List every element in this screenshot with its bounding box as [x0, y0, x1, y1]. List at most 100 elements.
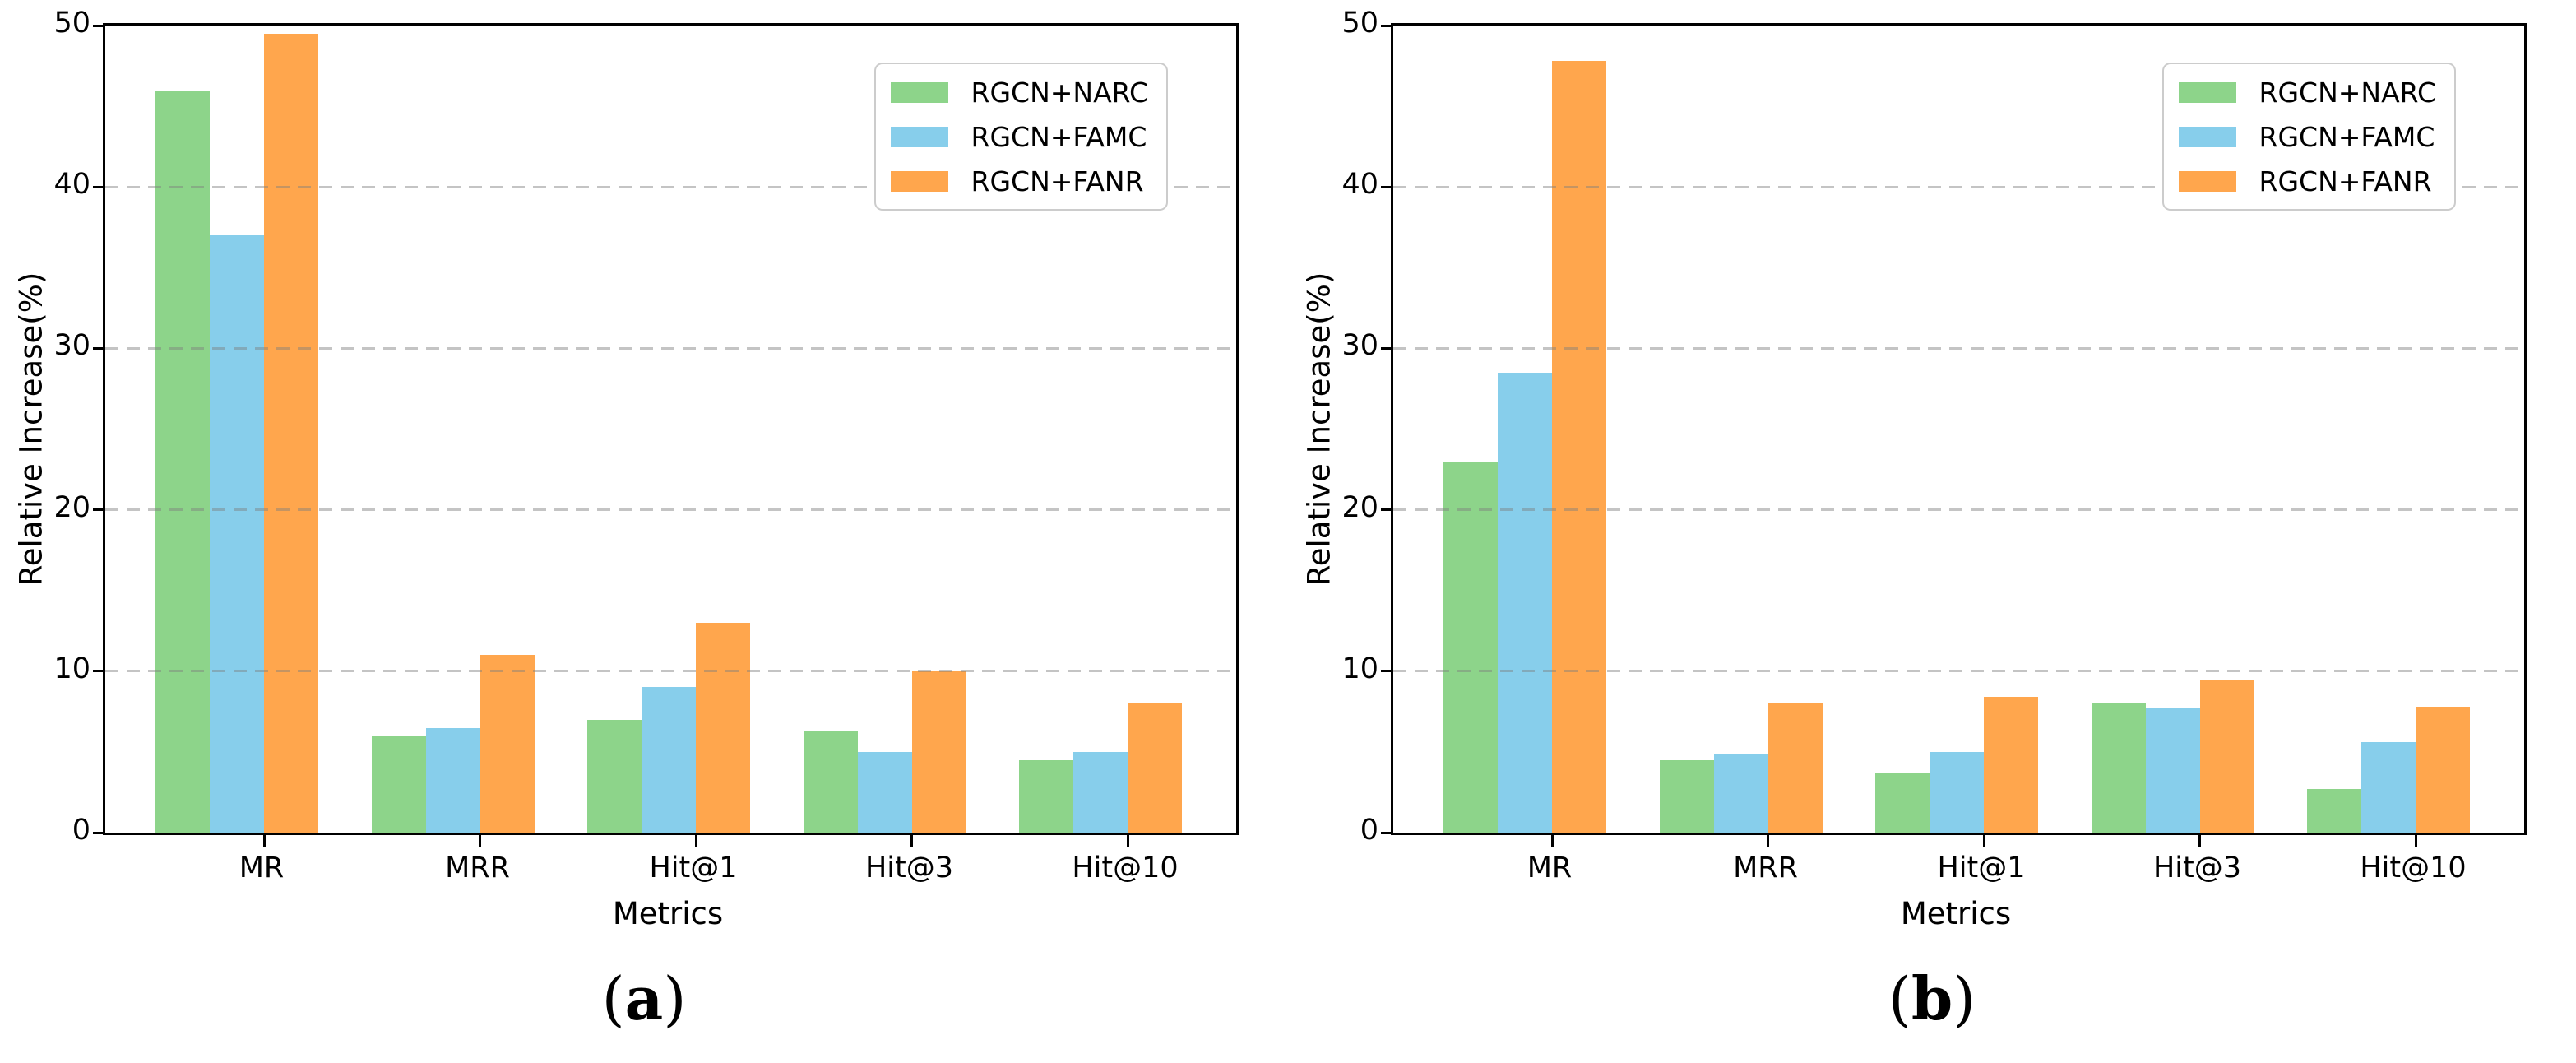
x-tick-mark-Hit@1	[1982, 835, 1985, 847]
bar-RGCN+FAMC-Hit@1	[642, 687, 696, 833]
bar-RGCN+FAMC-MRR	[1713, 754, 1768, 833]
x-tick-label-Hit@10: Hit@10	[1072, 852, 1179, 884]
x-tick-mark-Hit@3	[2198, 835, 2201, 847]
y-tick-mark-50	[93, 24, 105, 27]
y-tick-mark-10	[1381, 670, 1393, 673]
legend-swatch-icon	[890, 170, 948, 192]
bar-RGCN+NARC-MRR	[371, 736, 426, 833]
legend-swatch-icon	[2178, 170, 2236, 192]
bar-RGCN+NARC-Hit@10	[1019, 759, 1073, 833]
y-tick-label-50: 50	[1341, 7, 1378, 39]
caption-paren-open: (	[1888, 964, 1911, 1033]
y-tick-label-30: 30	[1341, 329, 1378, 363]
legend-entry-RGCN+FANR: RGCN+FANR	[2178, 165, 2436, 197]
legend-label: RGCN+FANR	[971, 165, 1144, 197]
gridline-y30	[105, 346, 1236, 350]
bar-RGCN+FANR-Hit@1	[696, 622, 750, 833]
gridline-y20	[1393, 508, 2524, 512]
y-tick-label-0: 0	[72, 814, 90, 847]
legend-label: RGCN+FANR	[2259, 165, 2432, 197]
y-tick-mark-10	[93, 670, 105, 673]
x-tick-label-Hit@1: Hit@1	[649, 852, 738, 884]
legend-swatch-icon	[2178, 81, 2236, 103]
plot-area: RGCN+NARC RGCN+FAMC RGCN+FANR	[93, 23, 1239, 847]
y-tick-mark-50	[1381, 24, 1393, 27]
y-tick-label-40: 40	[1341, 168, 1378, 202]
y-tick-mark-40	[93, 185, 105, 188]
x-tick-mark-MR	[1550, 835, 1554, 847]
y-tick-label-50: 50	[53, 7, 90, 39]
legend-label: RGCN+NARC	[2259, 76, 2436, 109]
bar-RGCN+FAMC-MR	[1498, 372, 1552, 833]
x-tick-label-Hit@10: Hit@10	[2360, 852, 2467, 884]
subfigure-caption: (b)	[1288, 969, 2576, 1029]
bar-RGCN+FANR-MR	[264, 33, 318, 833]
y-tick-label-10: 10	[53, 652, 90, 685]
y-tick-label-30: 30	[53, 329, 90, 363]
y-tick-label-40: 40	[53, 168, 90, 202]
x-tick-mark-MR	[262, 835, 266, 847]
bar-RGCN+FANR-Hit@3	[911, 671, 966, 833]
legend-entry-RGCN+FANR: RGCN+FANR	[890, 165, 1148, 197]
legend-label: RGCN+NARC	[971, 76, 1148, 109]
gridline-y10	[1393, 670, 2524, 673]
bar-RGCN+FAMC-MRR	[425, 727, 480, 833]
bar-RGCN+FANR-MRR	[1768, 703, 1823, 833]
caption-paren-close: )	[663, 964, 687, 1033]
bar-RGCN+FAMC-Hit@1	[1930, 751, 1984, 833]
x-tick-mark-Hit@10	[1126, 835, 1129, 847]
y-tick-mark-30	[93, 346, 105, 350]
subfigure-caption: (a)	[0, 969, 1288, 1029]
y-tick-label-20: 20	[1341, 490, 1378, 524]
bar-RGCN+NARC-MR	[1443, 461, 1498, 833]
y-tick-mark-20	[93, 508, 105, 512]
x-tick-label-Hit@1: Hit@1	[1937, 852, 2026, 884]
gridline-y20	[105, 508, 1236, 512]
gridline-y30	[1393, 346, 2524, 350]
legend-entry-RGCN+FAMC: RGCN+FAMC	[2178, 120, 2436, 153]
y-axis-label: Relative Increase(%)	[13, 272, 49, 587]
x-tick-label-MRR: MRR	[1733, 852, 1798, 884]
bar-RGCN+FAMC-Hit@10	[1073, 751, 1128, 833]
legend-box: RGCN+NARC RGCN+FAMC RGCN+FANR	[2161, 63, 2456, 211]
bar-RGCN+FANR-Hit@3	[2199, 679, 2254, 833]
x-tick-mark-MRR	[479, 835, 481, 847]
legend-entry-RGCN+NARC: RGCN+NARC	[890, 76, 1148, 109]
y-axis-label: Relative Increase(%)	[1301, 272, 1337, 587]
x-tick-label-MRR: MRR	[445, 852, 510, 884]
legend-entry-RGCN+FAMC: RGCN+FAMC	[890, 120, 1148, 153]
bar-RGCN+NARC-MRR	[1659, 759, 1714, 833]
bar-RGCN+FANR-Hit@10	[1128, 703, 1182, 833]
gridline-y40	[105, 185, 1236, 188]
chart-panel-b: Relative Increase(%) RGCN+NARC RGCN+FAMC R…	[1288, 0, 2576, 1063]
plot-area: RGCN+NARC RGCN+FAMC RGCN+FANR	[1381, 23, 2527, 847]
bar-RGCN+NARC-Hit@3	[803, 731, 858, 833]
bar-RGCN+NARC-Hit@1	[587, 719, 642, 833]
x-tick-label-MR: MR	[1527, 852, 1573, 884]
y-tick-mark-0	[93, 831, 105, 834]
bar-RGCN+FAMC-Hit@3	[857, 751, 912, 833]
y-tick-label-10: 10	[1341, 652, 1378, 685]
legend-swatch-icon	[2178, 126, 2236, 147]
legend-label: RGCN+FAMC	[971, 120, 1147, 153]
y-tick-mark-40	[1381, 185, 1393, 188]
bar-RGCN+NARC-MR	[155, 90, 210, 833]
y-tick-mark-30	[1381, 346, 1393, 350]
x-tick-label-MR: MR	[239, 852, 285, 884]
caption-letter: a	[624, 963, 664, 1033]
gridline-y40	[1393, 185, 2524, 188]
y-tick-label-20: 20	[53, 490, 90, 524]
bar-RGCN+FANR-MRR	[480, 655, 535, 833]
caption-paren-open: (	[601, 964, 625, 1033]
gridline-y10	[105, 670, 1236, 673]
legend-box: RGCN+NARC RGCN+FAMC RGCN+FANR	[873, 63, 1168, 211]
x-tick-mark-Hit@10	[2414, 835, 2417, 847]
y-tick-label-0: 0	[1360, 814, 1378, 847]
legend-swatch-icon	[890, 126, 948, 147]
chart-panel-a: Relative Increase(%) RGCN+NARC RGCN+FAMC R…	[0, 7, 1288, 1029]
x-tick-mark-Hit@3	[910, 835, 913, 847]
caption-letter: b	[1911, 963, 1953, 1033]
bar-RGCN+NARC-Hit@1	[1875, 773, 1930, 833]
bar-RGCN+FAMC-Hit@10	[2361, 742, 2416, 833]
